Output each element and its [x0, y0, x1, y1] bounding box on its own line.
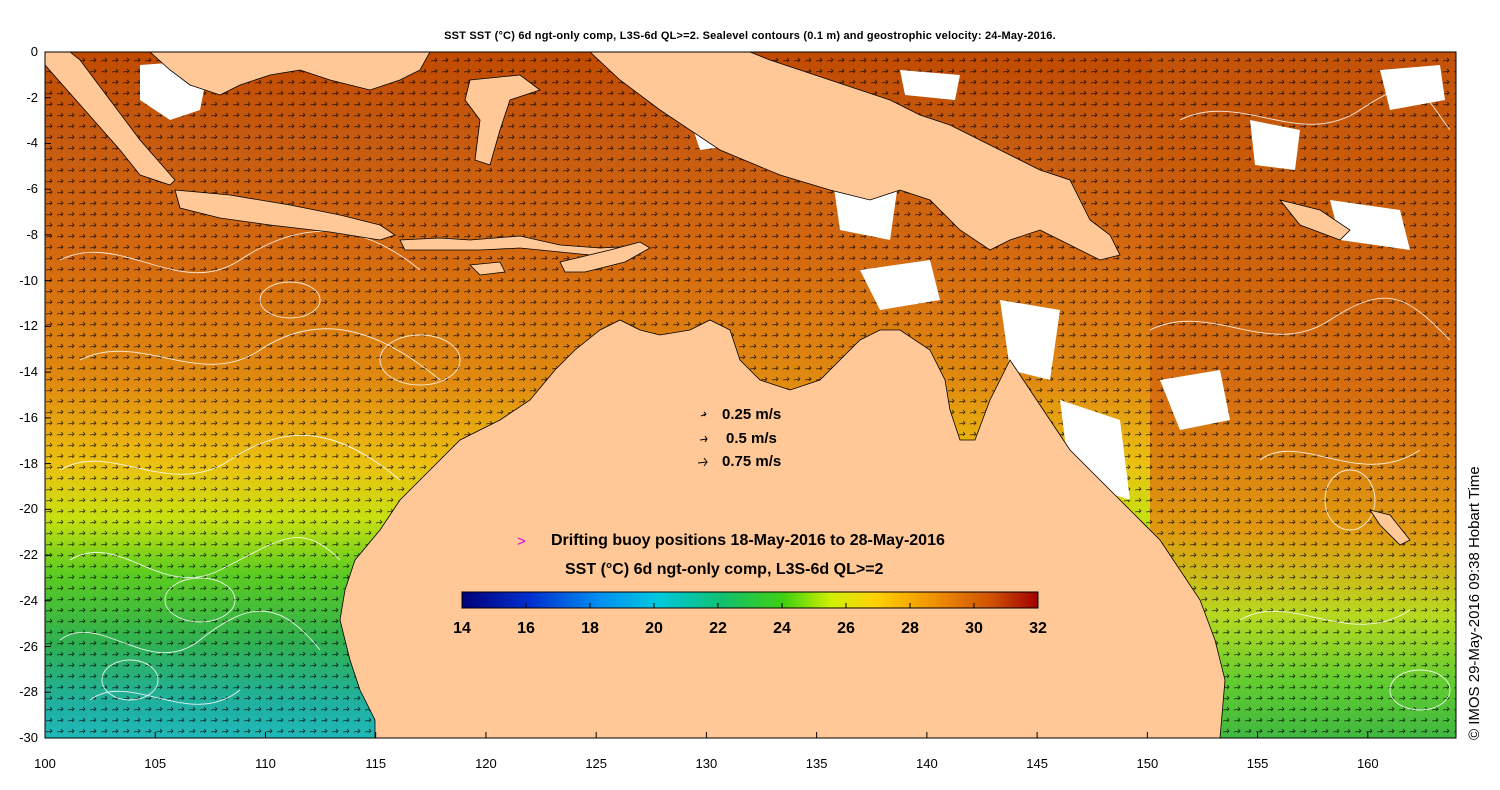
colorbar-tick-label: 32: [1029, 620, 1047, 637]
land-new-caledonia: [1369, 509, 1411, 546]
buoy-legend-symbol: >: [517, 533, 526, 550]
y-tick-label: -6: [26, 181, 38, 197]
x-tick-label: 145: [1026, 756, 1048, 771]
y-tick-label: -24: [19, 592, 38, 608]
colorbar-tick-label: 26: [837, 620, 855, 637]
y-tick-label: -14: [19, 364, 38, 380]
colorbar-tick-label: 20: [645, 620, 663, 637]
y-tick-label: -8: [26, 226, 38, 242]
colorbar-title: SST (°C) 6d ngt-only comp, L3S-6d QL>=2: [565, 561, 884, 578]
colorbar-tick-label: 24: [773, 620, 791, 637]
land-timor: [559, 241, 651, 273]
y-tick-label: -2: [26, 89, 38, 105]
y-tick-label: -10: [19, 272, 38, 288]
colorbar-tick-label: 28: [901, 620, 919, 637]
x-tick-label: 105: [144, 756, 167, 771]
imos-credit: © IMOS 29-May-2016 09:38 Hobart Time: [1466, 466, 1483, 740]
x-tick-label: 115: [365, 756, 387, 771]
land-solomons: [1278, 199, 1351, 241]
y-tick-label: -26: [19, 638, 38, 654]
y-tick-label: 0: [30, 44, 38, 59]
x-tick-label: 120: [475, 756, 497, 771]
y-tick-label: -4: [26, 135, 38, 151]
figure-title: SST SST (°C) 6d ngt-only comp, L3S-6d QL…: [444, 30, 1056, 42]
y-tick-label: -30: [19, 730, 38, 745]
land-masses: [45, 52, 1411, 738]
colorbar-tick-marks: [461, 603, 1039, 608]
colorbar-tick-label: 18: [581, 620, 599, 637]
map-layers: [45, 52, 1456, 738]
x-tick-label: 135: [805, 756, 828, 771]
land-sumatra: [45, 52, 176, 186]
y-tick-label: -16: [19, 409, 38, 425]
y-tick-label: -22: [19, 547, 38, 563]
x-tick-label: 155: [1246, 756, 1269, 771]
land-java: [174, 189, 396, 241]
x-tick-label: 130: [695, 756, 718, 771]
map-frame: [44, 51, 1457, 739]
colorbar-tick-label: 14: [453, 620, 471, 637]
velocity-legend-05: 0.5 m/s: [726, 430, 777, 447]
colorbar-gradient: [461, 591, 1039, 609]
y-tick-label: -18: [19, 455, 38, 471]
axis-tick-marks: [44, 51, 1369, 739]
x-tick-label: 110: [255, 756, 276, 771]
land-borneo: [149, 52, 431, 96]
colorbar-tick-label: 22: [709, 620, 727, 637]
x-tick-label: 160: [1356, 756, 1379, 771]
y-tick-label: -20: [19, 501, 38, 517]
y-tick-label: -12: [19, 318, 38, 334]
land-sulawesi: [464, 74, 541, 166]
land-sunda-islands: [399, 235, 641, 257]
velocity-legend-arrows: [697, 411, 708, 467]
land-sumba: [469, 261, 506, 276]
x-tick-label: 100: [34, 756, 56, 771]
colorbar-tick-label: 30: [965, 620, 983, 637]
velocity-legend-075: 0.75 m/s: [722, 453, 782, 470]
y-tick-label: -28: [19, 684, 38, 700]
land-australia: [339, 319, 1226, 738]
colorbar-tick-label: 16: [517, 620, 535, 637]
x-tick-label: 125: [585, 756, 608, 771]
buoy-legend-label: Drifting buoy positions 18-May-2016 to 2…: [551, 532, 945, 549]
velocity-legend-025: 0.25 m/s: [722, 406, 782, 423]
x-tick-label: 140: [916, 756, 938, 771]
x-tick-label: 150: [1136, 756, 1159, 771]
land-new-guinea: [589, 52, 1121, 261]
